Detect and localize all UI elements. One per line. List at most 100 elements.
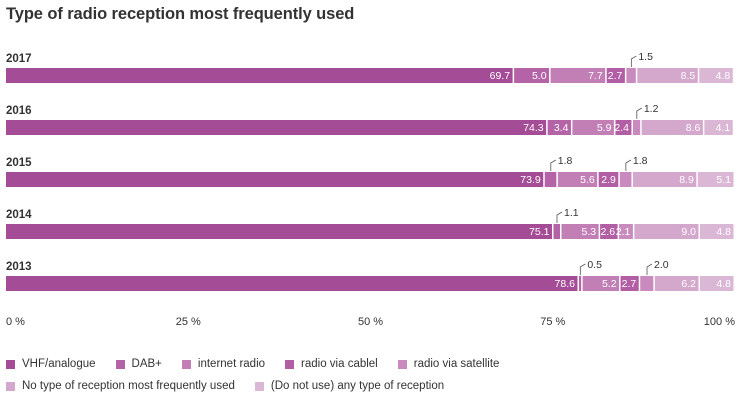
bar-segment <box>697 172 734 187</box>
bar-segment <box>626 68 636 83</box>
legend-swatch <box>6 381 15 391</box>
bar-segment <box>6 224 552 239</box>
legend-item-dab: DAB+ <box>115 358 162 370</box>
data-label: 4.8 <box>716 70 731 82</box>
bar-segment <box>600 224 618 239</box>
bar-segment <box>598 172 619 187</box>
bar-segment <box>582 276 620 291</box>
bar-segment <box>654 276 699 291</box>
year-label: 2015 <box>6 157 32 169</box>
bar-segment <box>514 68 550 83</box>
data-label: 2.7 <box>608 70 623 82</box>
callout-label: 2.0 <box>654 259 669 271</box>
data-label: 75.1 <box>529 226 550 238</box>
chart-legend: VHF/analogue DAB+ internet radio radio v… <box>6 353 742 397</box>
bar-segment <box>6 172 544 187</box>
legend-swatch <box>181 359 191 369</box>
data-label: 2.9 <box>601 174 616 186</box>
bar-segment <box>700 224 734 239</box>
data-label: 6.2 <box>681 278 696 290</box>
data-label: 5.3 <box>582 226 597 238</box>
legend-label: radio via satellite <box>413 358 500 370</box>
bar-segment <box>544 172 557 187</box>
year-label: 2017 <box>6 53 32 65</box>
data-label: 8.9 <box>679 174 694 186</box>
callout-line <box>636 107 643 119</box>
callout-line <box>625 159 632 171</box>
legend-label: No type of reception most frequently use… <box>22 380 235 392</box>
data-label: 3.4 <box>554 122 569 134</box>
chart-title: Type of radio reception most frequently … <box>6 5 355 23</box>
bar-segment <box>578 276 582 291</box>
legend-item-internet: internet radio <box>181 358 265 370</box>
x-tick-label: 75 % <box>540 316 565 328</box>
data-label: 74.3 <box>523 122 544 134</box>
data-label: 5.0 <box>532 70 547 82</box>
data-label: 2.7 <box>622 278 637 290</box>
bar-segment <box>606 68 625 83</box>
legend-row-2: No type of reception most frequently use… <box>6 375 742 397</box>
data-label: 4.8 <box>716 278 731 290</box>
bar-segment <box>6 120 547 135</box>
legend-item-satellite: radio via satellite <box>397 358 500 370</box>
data-label: 2.6 <box>600 226 615 238</box>
bar-segment <box>547 120 571 135</box>
bar-segment <box>637 68 698 83</box>
stacked-bar-chart: 2017 69.7 5.0 7.7 2.7 1.5 8.5 4.8 2016 74.3 3.4 5.9… <box>6 51 735 328</box>
bar-segment <box>632 120 641 135</box>
bar-segment <box>620 276 639 291</box>
bar-segment <box>699 68 733 83</box>
bar-segment <box>615 120 632 135</box>
callout-line <box>630 55 637 67</box>
legend-label: (Do not use) any type of reception <box>270 380 445 392</box>
bar-segment <box>557 172 598 187</box>
x-tick-label: 50 % <box>358 316 383 328</box>
data-label: 5.1 <box>716 174 731 186</box>
legend-item-no-use: (Do not use) any type of reception <box>254 380 445 392</box>
bar-segment <box>640 276 654 291</box>
bar-segment <box>619 172 632 187</box>
data-label: 9.0 <box>681 226 696 238</box>
bar-segment <box>550 68 606 83</box>
data-label: 5.9 <box>597 122 612 134</box>
legend-item-cable: radio via cablel <box>285 358 378 370</box>
data-label: 2.1 <box>616 226 631 238</box>
bar-segment <box>632 172 697 187</box>
bar-segment <box>572 120 614 135</box>
legend-swatch <box>115 359 125 369</box>
x-tick-label: 25 % <box>176 316 201 328</box>
data-label: 8.5 <box>681 70 696 82</box>
callout-line <box>550 159 556 171</box>
callout-label: 1.2 <box>644 103 659 115</box>
x-tick-label: 0 % <box>6 316 25 328</box>
data-label: 5.6 <box>580 174 595 186</box>
bar-segment <box>6 276 578 291</box>
data-label: 73.9 <box>520 174 541 186</box>
legend-swatch <box>254 381 264 391</box>
data-label: 4.1 <box>716 122 731 134</box>
legend-label: VHF/analogue <box>22 358 96 370</box>
legend-item-none: No type of reception most frequently use… <box>6 380 235 392</box>
callout-label: 0.5 <box>587 259 602 271</box>
data-label: 7.7 <box>588 70 603 82</box>
legend-item-vhf: VHF/analogue <box>6 358 96 370</box>
callout-line <box>556 211 563 223</box>
callout-label: 1.8 <box>558 155 573 167</box>
bar-segment <box>619 224 633 239</box>
bar-segment <box>704 120 733 135</box>
bar-segment <box>634 224 699 239</box>
bar-segment <box>6 68 513 83</box>
callout-label: 1.1 <box>564 207 579 219</box>
callout-label: 1.8 <box>633 155 648 167</box>
data-label: 5.2 <box>602 278 617 290</box>
legend-swatch <box>6 359 15 369</box>
bar-segment <box>553 224 560 239</box>
callout-line <box>579 263 586 275</box>
bar-segment <box>641 120 703 135</box>
year-label: 2014 <box>6 209 32 221</box>
callout-line <box>646 263 653 275</box>
legend-label: DAB+ <box>131 358 162 370</box>
legend-label: radio via cablel <box>301 358 378 370</box>
callout-label: 1.5 <box>638 51 653 63</box>
data-label: 4.8 <box>716 226 731 238</box>
